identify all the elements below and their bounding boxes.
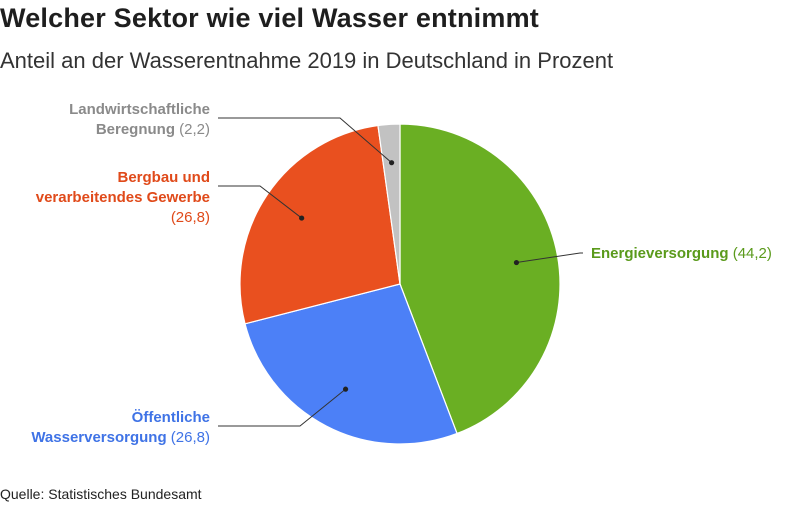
pie-slice-oeffentlich [244, 283, 458, 445]
leader-dot-bergbau [299, 215, 305, 221]
leader-line-bergbau [218, 185, 302, 219]
pie-slice-landwirtschaft [377, 123, 401, 285]
leader-dot-energie [513, 259, 520, 266]
slice-label-oeffentlich: Öffentliche Wasserversorgung (26,8) [31, 409, 210, 446]
leader-line-energie [516, 252, 583, 264]
leader-dot-landwirtschaft [389, 160, 395, 166]
chart-subtitle: Anteil an der Wasserentnahme 2019 in Deu… [0, 48, 614, 73]
slice-label-energie: Energieversorgung (44,2) [591, 245, 772, 262]
leader-line-oeffentlich [218, 388, 346, 427]
leader-line-landwirtschaft [218, 117, 392, 164]
slice-label-bergbau: Bergbau und verarbeitendes Gewerbe (26,8) [36, 169, 210, 226]
leader-dot-oeffentlich [342, 386, 349, 392]
pie-slice-energie [399, 123, 561, 435]
slice-label-landwirtschaft: Landwirtschaftliche Beregnung (2,2) [69, 101, 210, 138]
chart-title: Welcher Sektor wie viel Wasser entnimmt [0, 3, 539, 33]
pie-slice-bergbau [239, 124, 401, 325]
source-note: Quelle: Statistisches Bundesamt [0, 486, 202, 502]
